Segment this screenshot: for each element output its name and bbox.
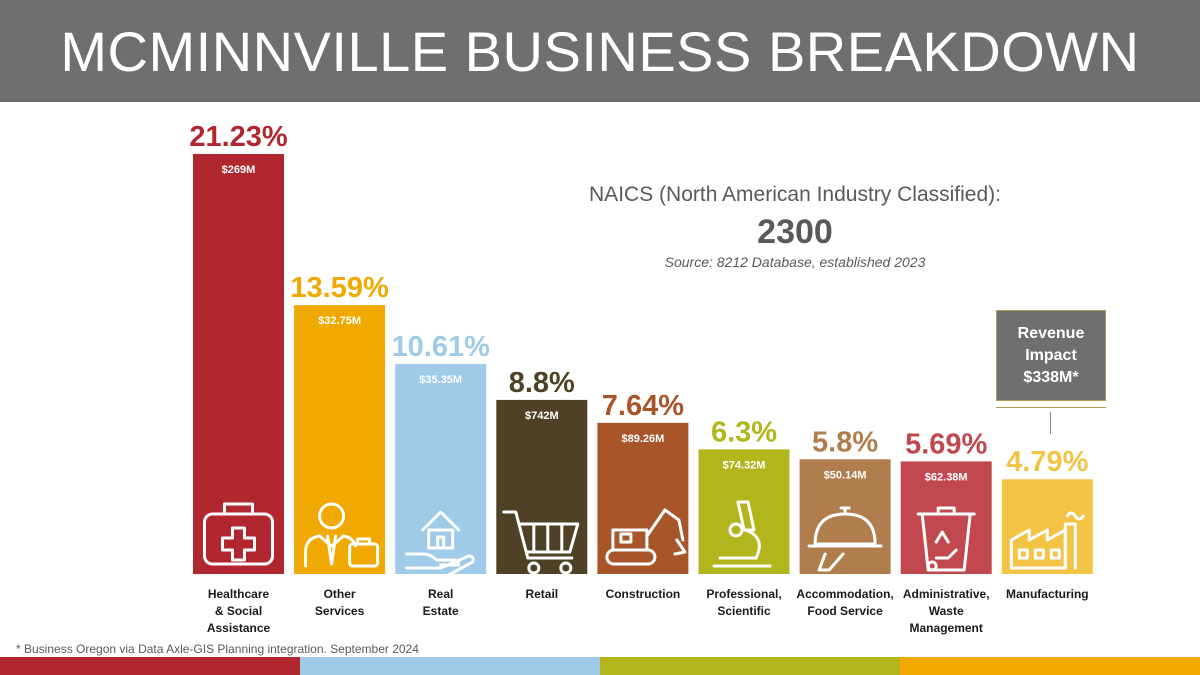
- stripe-1: [0, 657, 300, 675]
- stripe-2: [300, 657, 600, 675]
- bar-9: [1001, 479, 1093, 574]
- stripe-3: [600, 657, 900, 675]
- category-label: Administrative,: [903, 587, 990, 601]
- naics-value: 2300: [757, 213, 833, 251]
- revenue-label: $32.75M: [318, 315, 361, 327]
- category-label: Accommodation,: [796, 587, 893, 601]
- naics-info: NAICS (North American Industry Classifie…: [560, 183, 1030, 270]
- bar-group-9: 4.79% Manufacturing: [1001, 446, 1093, 601]
- revenue-label: $62.38M: [925, 471, 968, 483]
- header-banner: MCMINNVILLE BUSINESS BREAKDOWN: [0, 0, 1200, 102]
- microscope-icon: [712, 500, 772, 568]
- callout-line3: $338M*: [1023, 368, 1079, 386]
- callout-connector: [1050, 412, 1051, 434]
- revenue-label: $269M: [222, 164, 256, 176]
- category-label: & Social: [215, 604, 262, 618]
- bar-1: [193, 154, 284, 574]
- callout-line1: Revenue: [1017, 324, 1085, 342]
- bar-3: [395, 364, 487, 574]
- revenue-label: $74.32M: [723, 459, 766, 471]
- bar-6: [698, 449, 790, 574]
- bar-group-7: 5.8% $50.14M Accommodation, Food Service: [796, 426, 893, 618]
- bar-group-4: 8.8% $742M Retail: [496, 367, 588, 601]
- bar-group-5: 7.64% $89.26M Construction: [597, 390, 689, 601]
- category-label: Estate: [423, 604, 459, 618]
- food-cloche-icon: [807, 506, 883, 572]
- naics-source: Source: 8212 Database, established 2023: [664, 254, 926, 270]
- revenue-impact-callout: Revenue Impact $338M*: [996, 310, 1106, 401]
- category-label: Services: [315, 604, 365, 618]
- percent-label: 5.8%: [812, 426, 878, 458]
- stripe-4: [900, 657, 1200, 675]
- bar-group-1: 21.23% $269M Healthcare & Social Assistance: [189, 121, 288, 635]
- percent-label: 21.23%: [189, 121, 288, 153]
- shopping-cart-icon: [502, 510, 580, 575]
- category-label: Assistance: [207, 621, 271, 635]
- factory-icon: [1009, 511, 1085, 570]
- excavator-icon: [605, 508, 687, 566]
- callout-line2: Impact: [1025, 346, 1077, 364]
- category-label: Professional,: [706, 587, 781, 601]
- category-label: Food Service: [807, 604, 883, 618]
- category-label: Management: [910, 621, 983, 635]
- category-label: Healthcare: [208, 587, 270, 601]
- percent-label: 6.3%: [711, 416, 777, 448]
- category-label: Waste: [929, 604, 964, 618]
- category-label: Construction: [606, 587, 681, 601]
- percent-label: 4.79%: [1006, 446, 1088, 478]
- category-label: Retail: [525, 587, 558, 601]
- category-label: Other: [324, 587, 356, 601]
- first-aid-kit-icon: [203, 502, 274, 566]
- percent-label: 8.8%: [509, 367, 575, 399]
- recycling-bin-icon: [916, 506, 976, 572]
- percent-label: 7.64%: [602, 390, 684, 422]
- bar-group-6: 6.3% $74.32M Professional, Scientific: [698, 416, 790, 618]
- percent-label: 13.59%: [290, 272, 389, 304]
- category-label: Manufacturing: [1006, 587, 1089, 601]
- naics-label: NAICS (North American Industry Classifie…: [589, 183, 1001, 206]
- revenue-label: $35.35M: [419, 374, 462, 386]
- bar-group-8: 5.69% $62.38M Administrative, Waste Manageme…: [900, 428, 992, 635]
- footnote: * Business Oregon via Data Axle-GIS Plan…: [16, 642, 419, 656]
- revenue-label: $742M: [525, 410, 559, 422]
- revenue-label: $50.14M: [824, 469, 867, 481]
- bar-7: [799, 459, 891, 574]
- bar-4: [496, 399, 588, 574]
- callout-rule: [996, 407, 1106, 408]
- page-title: MCMINNVILLE BUSINESS BREAKDOWN: [60, 19, 1140, 83]
- revenue-label: $89.26M: [621, 433, 664, 445]
- house-in-hand-icon: [405, 510, 475, 578]
- percent-label: 5.69%: [905, 428, 987, 460]
- bar-8: [900, 461, 992, 574]
- bar-group-3: 10.61% $35.35M Real Estate: [392, 331, 491, 618]
- category-label: Scientific: [717, 604, 771, 618]
- bar-group-2: 13.59% $32.75M Other Services: [290, 272, 389, 618]
- bar-2: [294, 305, 386, 574]
- category-label: Real: [428, 587, 453, 601]
- percent-label: 10.61%: [392, 331, 491, 363]
- businessman-briefcase-icon: [304, 502, 380, 568]
